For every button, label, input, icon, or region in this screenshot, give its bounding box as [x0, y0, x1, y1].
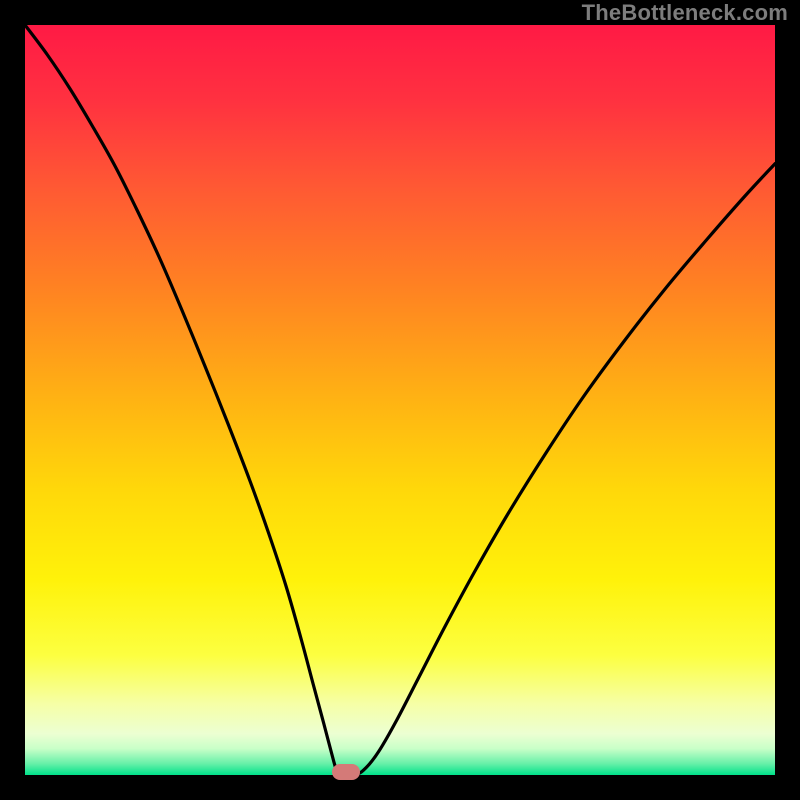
watermark-text: TheBottleneck.com — [582, 0, 788, 26]
chart-svg — [0, 0, 800, 800]
min-marker — [332, 764, 360, 780]
figure-root: TheBottleneck.com — [0, 0, 800, 800]
plot-background — [25, 25, 775, 775]
